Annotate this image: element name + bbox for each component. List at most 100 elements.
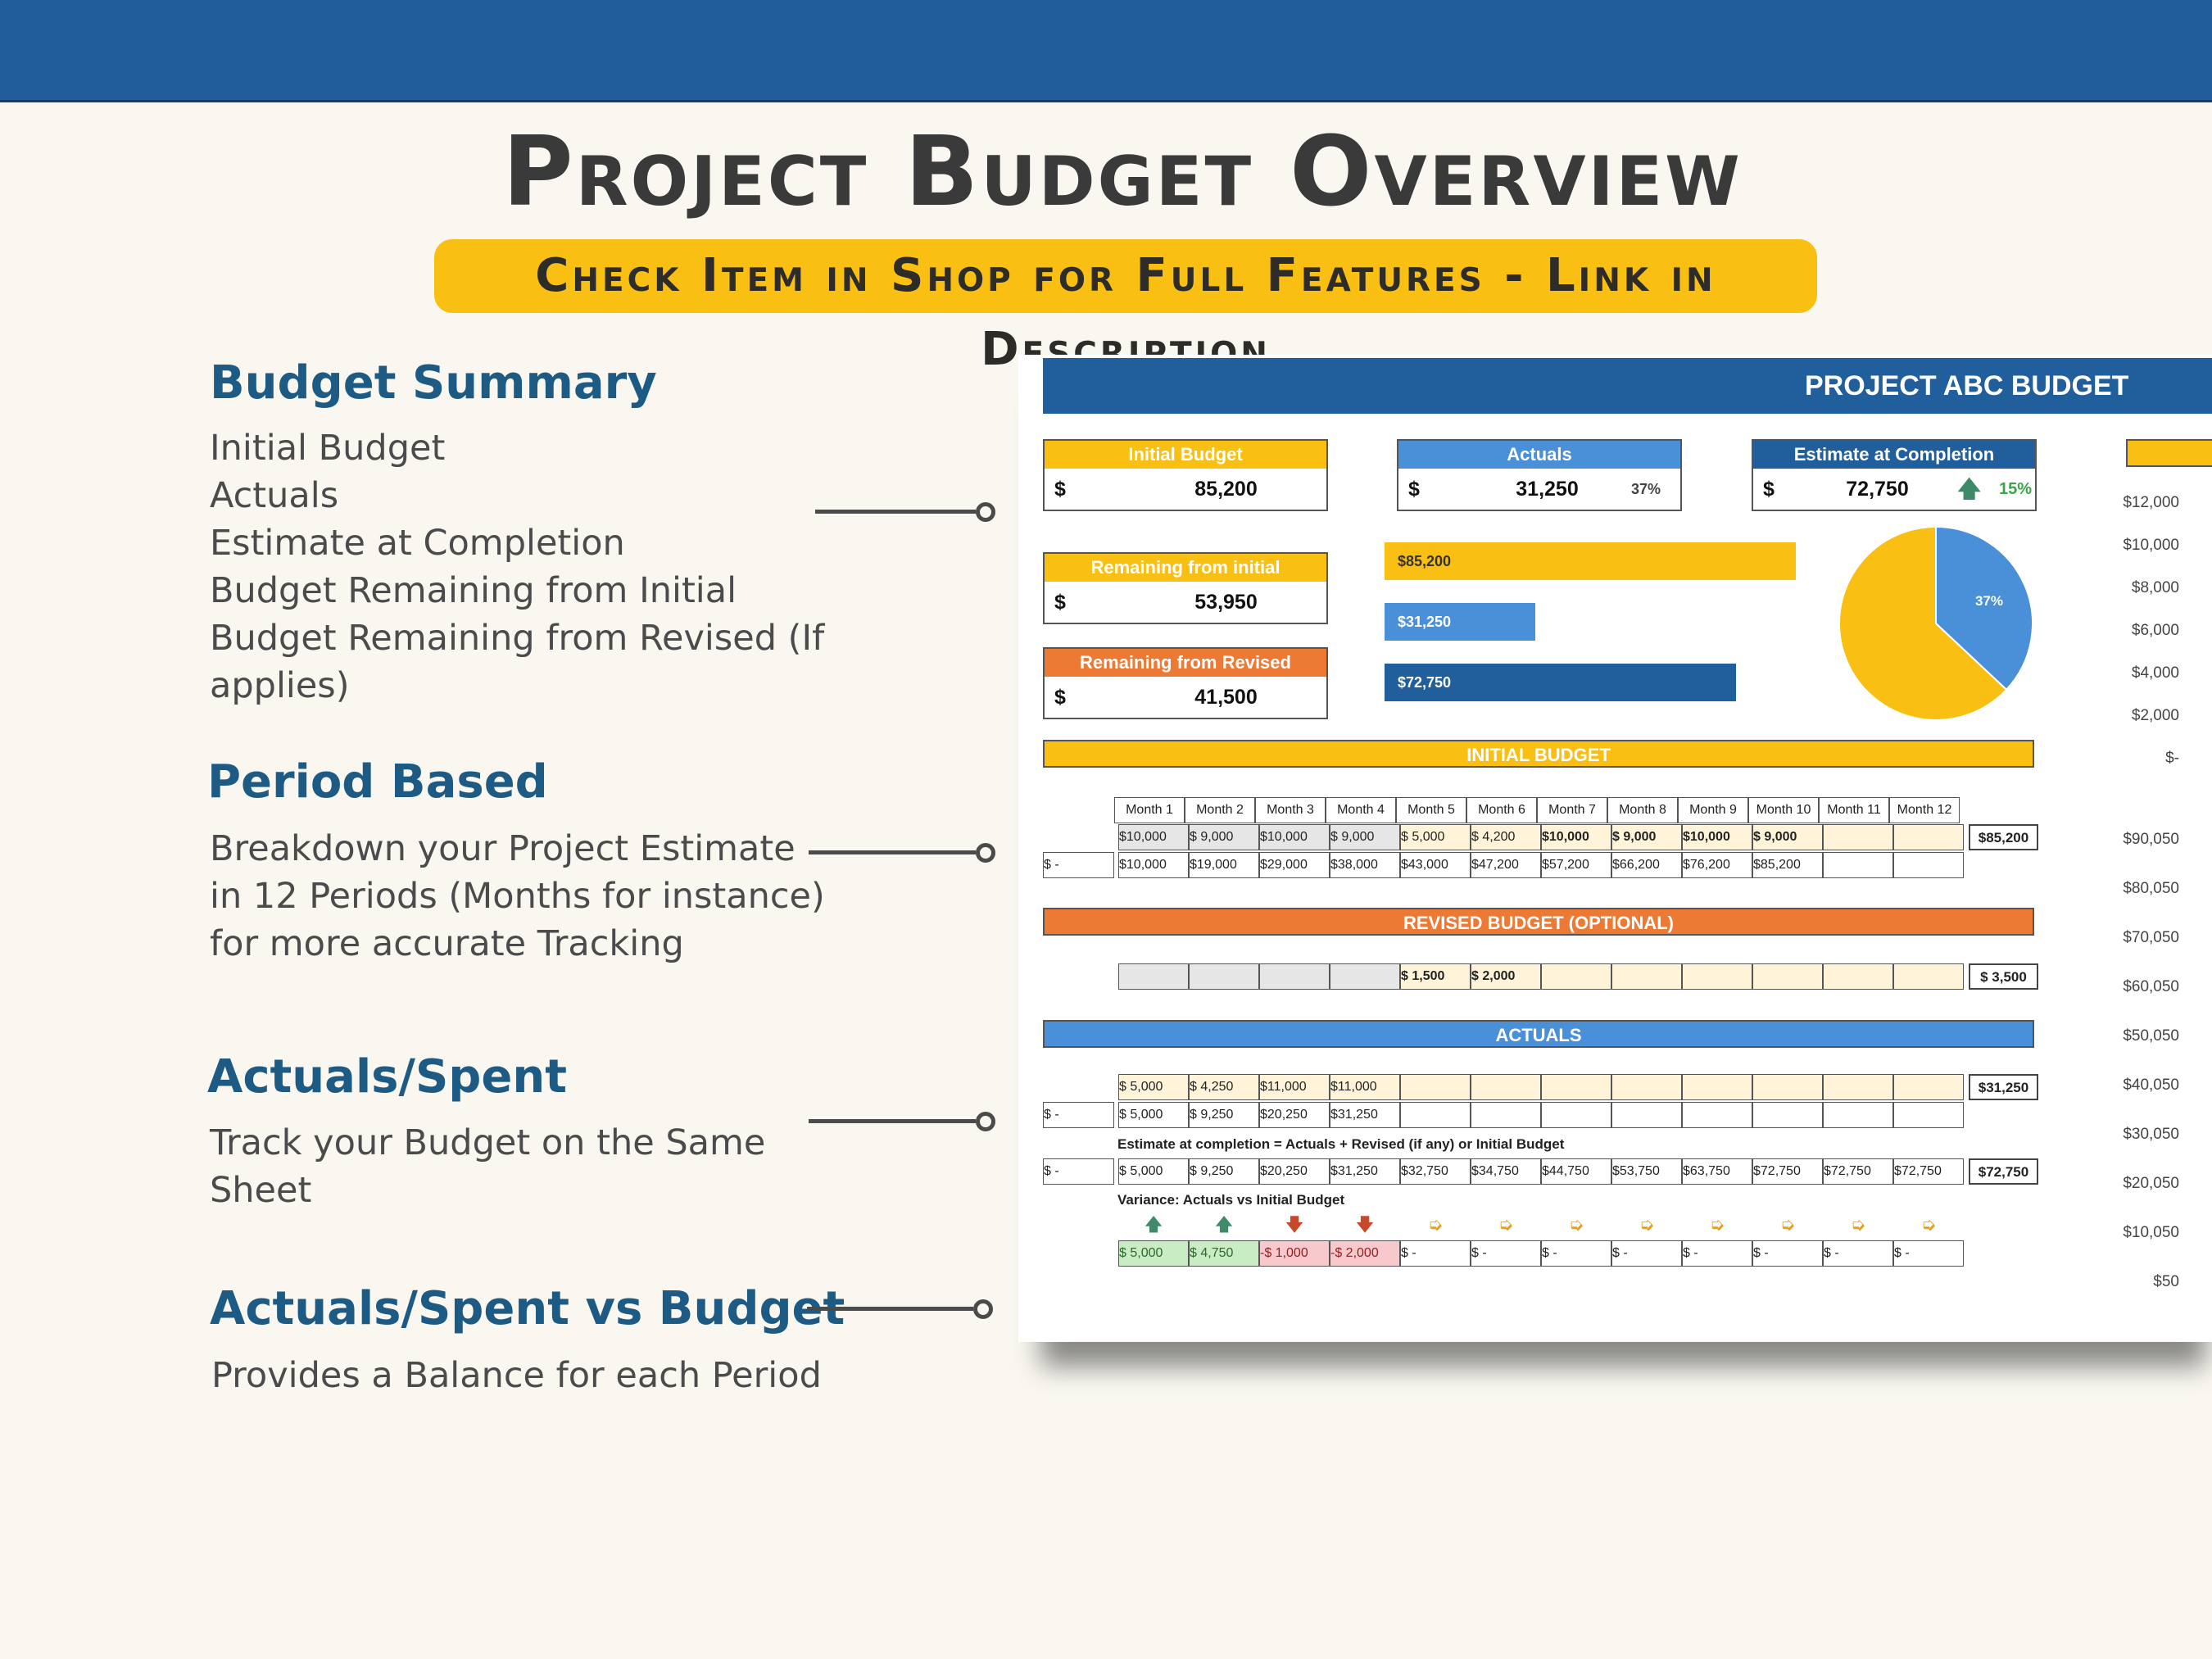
arrow-right-icon: ➭ — [1639, 1214, 1655, 1235]
axis-tick-label: $60,050 — [2123, 978, 2179, 995]
feature-line: Budget Remaining from Revised (If — [210, 618, 825, 659]
eac-cell: $34,750 — [1471, 1158, 1541, 1185]
eac-cell: $ 9,250 — [1189, 1158, 1259, 1185]
month-header: Month 10 — [1748, 797, 1819, 823]
eac-cell: $20,250 — [1259, 1158, 1330, 1185]
month-header: Month 11 — [1819, 797, 1889, 823]
bar-label: $72,750 — [1398, 674, 1452, 691]
month-header: Month 7 — [1537, 797, 1607, 823]
axis-tick-label: $- — [2165, 750, 2179, 767]
kpi-value: 53,950 — [1194, 591, 1258, 614]
bar-1: $85,200 — [1385, 542, 1796, 580]
arrow-right-icon: ➭ — [1427, 1214, 1444, 1235]
connector-line — [815, 502, 995, 522]
pie-slice-1 — [1935, 525, 2033, 691]
variance-cell: -$ 2,000 — [1330, 1240, 1400, 1267]
feature-line: Breakdown your Project Estimate — [210, 828, 796, 869]
actuals-cumulative-cell — [1611, 1102, 1682, 1128]
initial-budget-cell: $10,000 — [1259, 824, 1330, 850]
eac-cell: $72,750 — [1893, 1158, 1964, 1185]
variance-cell: $ - — [1471, 1240, 1541, 1267]
actuals-cumulative-cell: $20,250 — [1259, 1102, 1330, 1128]
initial-cumulative-cell — [1823, 852, 1893, 878]
actuals-cumulative-cell — [1471, 1102, 1541, 1128]
actuals-cell — [1541, 1074, 1611, 1100]
eac-total: $72,750 — [1969, 1158, 2038, 1185]
initial-budget-cell: $ 9,000 — [1752, 824, 1823, 850]
actuals-cell: $ 5,000 — [1118, 1074, 1189, 1100]
revised-budget-cell — [1118, 963, 1189, 990]
initial-budget-cell: $ 9,000 — [1330, 824, 1400, 850]
connector-line — [809, 1112, 995, 1131]
feature-line: in 12 Periods (Months for instance) — [210, 876, 825, 917]
feature-line: for more accurate Tracking — [210, 923, 684, 964]
actuals-cell — [1893, 1074, 1964, 1100]
revised-budget-cell: $ 2,000 — [1471, 963, 1541, 990]
month-header: Month 5 — [1396, 797, 1466, 823]
actuals-cell — [1823, 1074, 1893, 1100]
feature-line: Initial Budget — [210, 428, 446, 469]
kpi-initial-budget: Initial Budget $85,200 — [1043, 439, 1328, 511]
variance-cell: $ - — [1400, 1240, 1471, 1267]
initial-budget-cell: $ 9,000 — [1189, 824, 1259, 850]
sheet-title: PROJECT ABC BUDGET — [1043, 358, 2212, 414]
initial-cumulative-cell: $29,000 — [1259, 852, 1330, 878]
eac-cell: $63,750 — [1682, 1158, 1752, 1185]
bar-2: $31,250 — [1385, 603, 1535, 641]
actuals-cumulative-cell: $ 9,250 — [1189, 1102, 1259, 1128]
actuals-cell — [1611, 1074, 1682, 1100]
eac-formula-label: Estimate at completion = Actuals + Revis… — [1117, 1136, 1565, 1152]
budget-sheet-preview: PROJECT ABC BUDGET Initial Budget $85,20… — [1018, 355, 2212, 1342]
initial-cumulative-cell: $76,200 — [1682, 852, 1752, 878]
variance-cell: $ 4,750 — [1189, 1240, 1259, 1267]
axis-tick-label: $10,000 — [2123, 537, 2179, 554]
currency-symbol: $ — [1054, 686, 1066, 709]
actuals-cumulative-cell — [1541, 1102, 1611, 1128]
month-header: Month 6 — [1466, 797, 1537, 823]
section-revised-budget: REVISED BUDGET (OPTIONAL) — [1043, 908, 2034, 936]
initial-budget-cell — [1893, 824, 1964, 850]
eac-cell: $72,750 — [1823, 1158, 1893, 1185]
pie-slice-2 — [1838, 525, 2008, 721]
initial-cumulative-cell: $57,200 — [1541, 852, 1611, 878]
eac-cell: $72,750 — [1752, 1158, 1823, 1185]
kpi-remaining-revised: Remaining from Revised $41,500 — [1043, 647, 1328, 719]
actuals-cumulative-cell: $31,250 — [1330, 1102, 1400, 1128]
revised-budget-cell — [1893, 963, 1964, 990]
feature-heading-budget-summary: Budget Summary — [210, 356, 657, 410]
initial-budget-cell: $10,000 — [1118, 824, 1189, 850]
shop-link-banner[interactable]: Check Item in Shop for Full Features - L… — [434, 239, 1817, 376]
variance-cell: $ - — [1541, 1240, 1611, 1267]
kpi-label: Initial Budget — [1045, 441, 1326, 469]
actuals-cumulative-cell — [1893, 1102, 1964, 1128]
eac-cell: $32,750 — [1400, 1158, 1471, 1185]
kpi-percent: 15% — [1998, 480, 2032, 498]
arrow-right-icon: ➭ — [1920, 1214, 1937, 1235]
arrow-right-icon: ➭ — [1779, 1214, 1796, 1235]
axis-tick-label: $12,000 — [2123, 494, 2179, 511]
month-header: Month 9 — [1678, 797, 1748, 823]
initial-budget-cell: $ 5,000 — [1400, 824, 1471, 850]
top-bar — [0, 0, 2212, 102]
actuals-cumulative-cell — [1400, 1102, 1471, 1128]
month-header: Month 2 — [1185, 797, 1255, 823]
kpi-value: 72,750 — [1846, 478, 1909, 501]
axis-tick-label: $2,000 — [2131, 707, 2179, 724]
feature-line: Actuals — [210, 475, 339, 516]
revised-budget-cell — [1189, 963, 1259, 990]
month-header: Month 3 — [1255, 797, 1326, 823]
kpi-remaining-initial: Remaining from initial $53,950 — [1043, 552, 1328, 624]
kpi-label: Actuals — [1398, 441, 1680, 469]
variance-cell: -$ 1,000 — [1259, 1240, 1330, 1267]
actuals-cell — [1471, 1074, 1541, 1100]
actuals-cumulative-cell: $ 5,000 — [1118, 1102, 1189, 1128]
cumulative-start: $ - — [1043, 1102, 1114, 1128]
feature-line: Track your Budget on the Same — [210, 1122, 766, 1163]
currency-symbol: $ — [1054, 591, 1066, 614]
kpi-estimate-at-completion: Estimate at Completion $72,750 🡅 15% — [1752, 439, 2037, 511]
actuals-total: $31,250 — [1969, 1074, 2038, 1100]
eac-cell: $53,750 — [1611, 1158, 1682, 1185]
feature-text-budget-summary: Initial Budget Actuals Estimate at Compl… — [210, 424, 824, 709]
actuals-cell — [1752, 1074, 1823, 1100]
arrow-down-icon: 🡇 — [1355, 1214, 1375, 1235]
